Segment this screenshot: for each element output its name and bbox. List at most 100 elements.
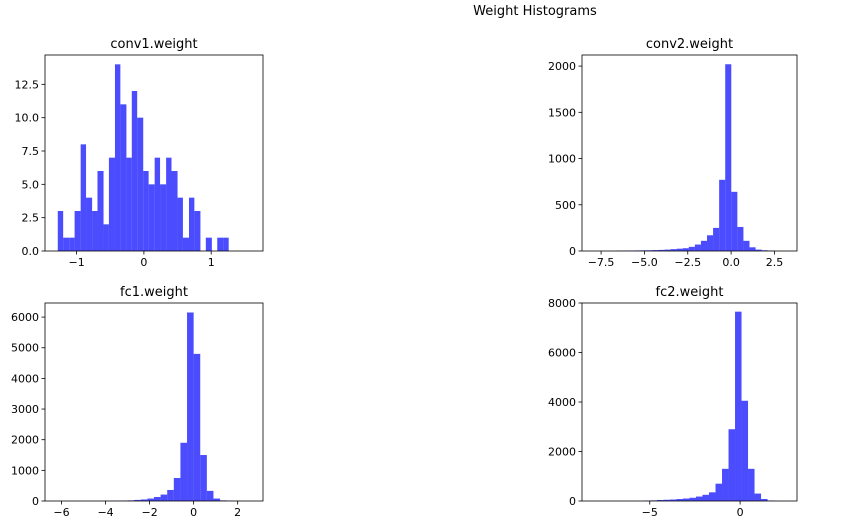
y-tick-label: 2000 — [548, 60, 576, 73]
x-tick-label: −6 — [53, 506, 69, 519]
histogram-bar — [114, 64, 121, 251]
y-tick-label: 4000 — [548, 396, 576, 409]
histogram-bar — [741, 400, 749, 501]
y-tick-label: 1500 — [548, 106, 576, 119]
histogram-bar — [182, 237, 189, 251]
y-tick-label: 1000 — [11, 464, 39, 477]
histogram-bar — [188, 197, 195, 251]
histogram-bar — [663, 499, 670, 501]
x-tick-label: −1 — [69, 256, 85, 269]
histogram-bar — [725, 64, 732, 251]
histogram-bar — [713, 227, 720, 251]
histogram-bar — [700, 240, 708, 251]
y-tick-label: 1000 — [548, 153, 576, 166]
x-tick-label: −5.0 — [631, 256, 658, 269]
plot-frame — [581, 302, 798, 502]
y-tick-label: 8000 — [548, 297, 576, 310]
histogram-bar — [160, 494, 168, 501]
histogram-bar — [749, 247, 756, 251]
histogram-bar — [173, 478, 181, 501]
x-tick-label: −2.5 — [674, 256, 701, 269]
y-tick-label: 6000 — [11, 311, 39, 324]
y-tick-label: 0 — [32, 495, 39, 508]
histogram-bar — [205, 237, 212, 251]
histogram-bar — [166, 157, 172, 251]
histogram-bar — [120, 104, 127, 251]
histogram-bar — [193, 353, 201, 501]
histogram-bar — [97, 171, 104, 251]
histogram-bar — [688, 246, 695, 251]
x-tick-label: 0 — [140, 256, 147, 269]
y-tick-label: 2000 — [548, 446, 576, 459]
histogram-bar — [57, 211, 64, 251]
histogram-bar — [656, 500, 664, 501]
histogram-bar — [728, 429, 736, 501]
histogram-bar — [134, 499, 141, 501]
histogram-bar — [63, 237, 70, 251]
histogram-bar — [676, 499, 683, 501]
plot-frame — [44, 302, 264, 502]
y-tick-label: 500 — [555, 199, 576, 212]
histogram-bar — [669, 499, 677, 501]
histogram-bar — [140, 499, 148, 501]
histogram-panel: −6 −4 −2 0 2 0 1000 2000 3000 4000 5000 6000 fc1.wei… — [11, 285, 264, 519]
histogram-bar — [761, 499, 768, 501]
x-tick-label: 2.5 — [766, 256, 784, 269]
histogram-bar — [213, 498, 221, 501]
histogram-bar — [137, 117, 144, 252]
x-tick-label: 1 — [208, 256, 215, 269]
histogram-bar — [689, 497, 697, 501]
histogram-bar — [167, 489, 174, 501]
histogram-bar — [200, 455, 207, 501]
y-tick-label: 2000 — [11, 434, 39, 447]
histogram-bar — [652, 250, 659, 251]
histogram-bar — [223, 237, 229, 251]
histogram-bar — [682, 498, 690, 501]
histogram-panel: −5 0 0 2000 4000 6000 8000 fc2.weight — [548, 285, 798, 519]
panel-title: conv1.weight — [110, 37, 197, 52]
histogram-bar — [670, 249, 677, 251]
histogram-bar — [722, 468, 729, 501]
histogram-bar — [731, 191, 738, 251]
x-tick-label: −5 — [642, 506, 658, 519]
x-tick-label: −4 — [97, 506, 113, 519]
y-tick-label: 4000 — [11, 372, 39, 385]
histogram-bar — [715, 483, 723, 501]
histogram-bar — [696, 496, 703, 501]
x-tick-label: 0 — [737, 506, 744, 519]
histogram-bar — [737, 226, 744, 251]
histogram-panel: −7.5 −5.0 −2.5 0.0 2.5 0 500 1000 1500 2000 conv2.… — [548, 37, 798, 269]
histogram-bar — [676, 248, 683, 251]
y-tick-label: 10.0 — [15, 112, 40, 125]
histogram-bar — [126, 157, 132, 251]
histogram-bar — [92, 211, 98, 251]
histogram-bar — [143, 171, 149, 251]
x-tick-label: 2 — [234, 506, 241, 519]
x-tick-label: 0 — [190, 506, 197, 519]
x-tick-label: −2 — [141, 506, 157, 519]
histogram-bar — [754, 493, 762, 501]
y-tick-label: 2.5 — [22, 212, 40, 225]
histogram-bar — [206, 490, 214, 501]
histogram-bar — [743, 240, 750, 251]
histogram-bar — [664, 249, 671, 251]
y-tick-label: 5000 — [11, 342, 39, 355]
histogram-bar — [658, 249, 665, 251]
histogram-bar — [147, 498, 154, 501]
y-tick-label: 0 — [569, 245, 576, 258]
histogram-bar — [194, 211, 201, 251]
histogram-bar — [180, 442, 188, 501]
plot-frame — [581, 54, 798, 252]
histogram-bar — [171, 171, 178, 251]
histogram-bar — [187, 312, 194, 501]
histogram-bar — [86, 197, 93, 251]
figure-title: Weight Histograms — [473, 4, 597, 19]
histogram-bar — [103, 224, 109, 251]
histogram-bar — [131, 91, 138, 251]
histogram-bar — [154, 497, 161, 501]
histogram-bar — [682, 248, 689, 251]
y-tick-label: 6000 — [548, 347, 576, 360]
histogram-bar — [154, 157, 161, 251]
